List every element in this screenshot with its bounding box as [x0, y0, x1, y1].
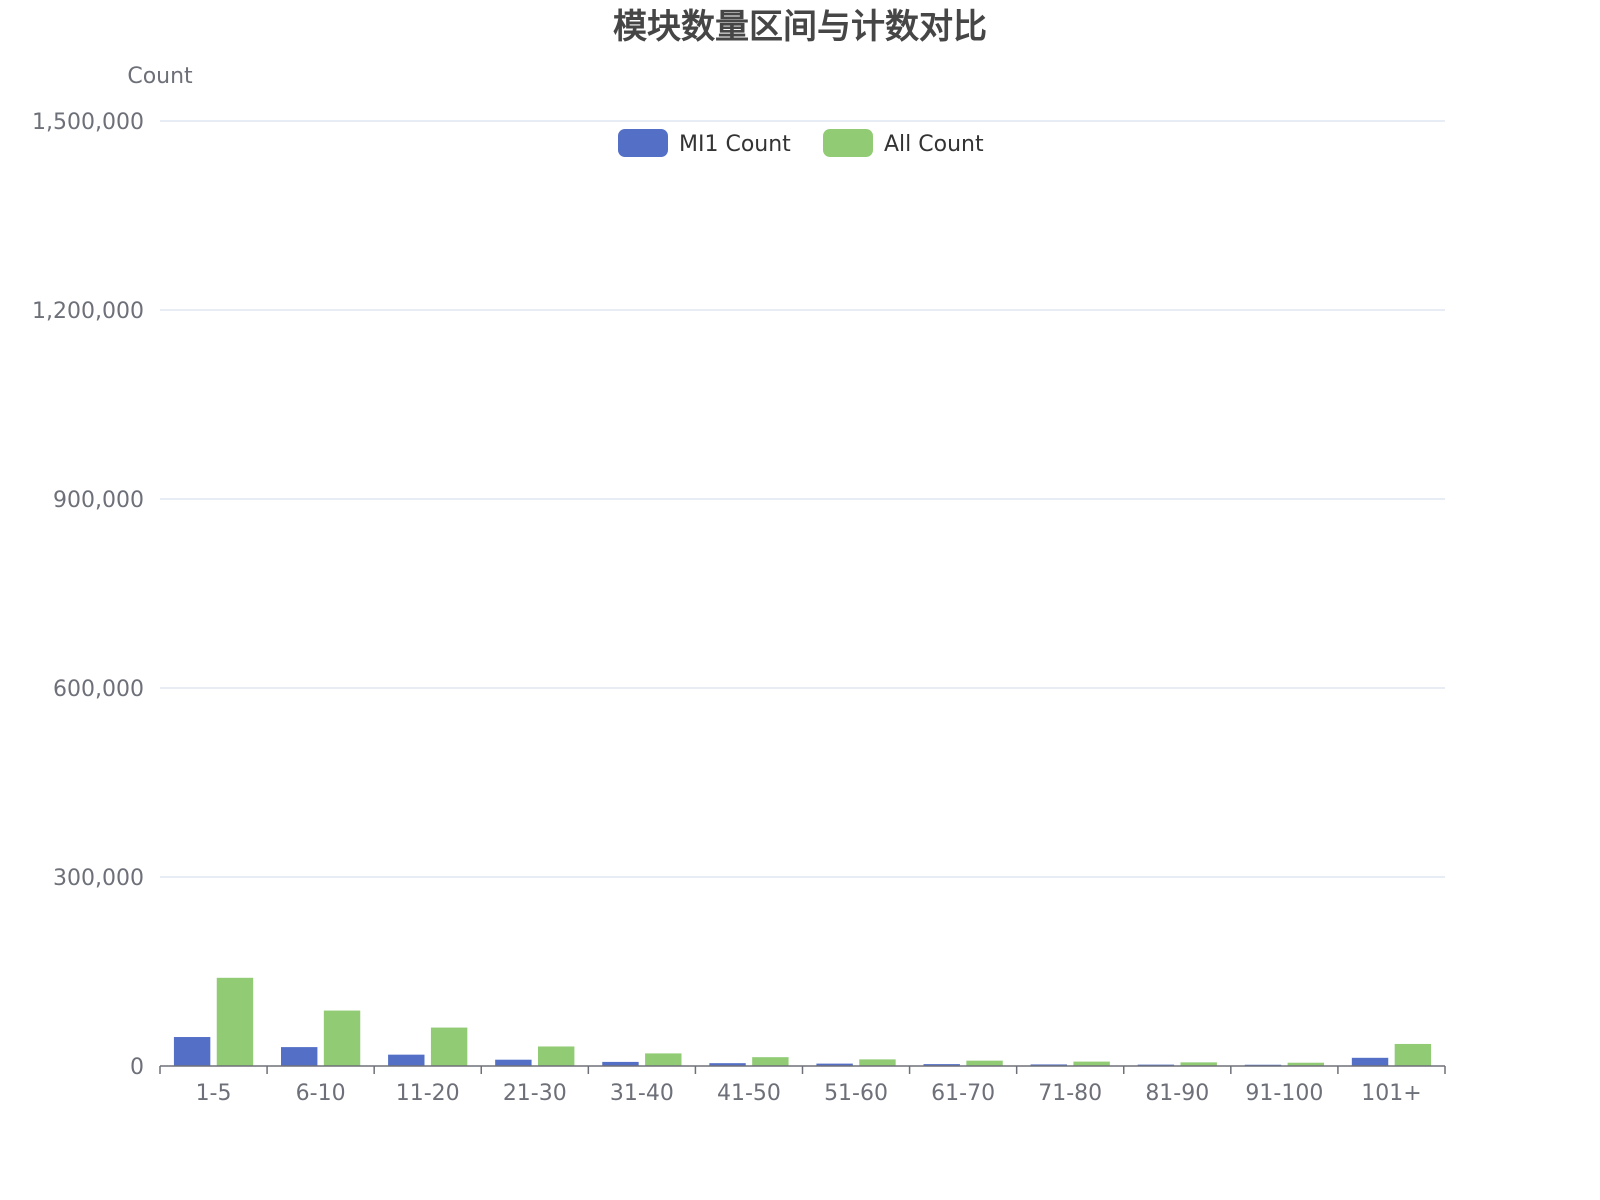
x-tick-label: 81-90 [1145, 1081, 1209, 1106]
y-tick-label: 1,500,000 [32, 110, 144, 135]
bar [645, 1053, 682, 1066]
y-tick-label: 300,000 [53, 866, 144, 891]
bar [538, 1046, 575, 1066]
x-tick-label: 51-60 [824, 1081, 888, 1106]
x-tick-label: 31-40 [610, 1081, 674, 1106]
legend-label: All Count [884, 132, 984, 157]
x-tick-label: 41-50 [717, 1081, 781, 1106]
bar [1180, 1062, 1217, 1066]
bar [752, 1057, 789, 1066]
bar [173, 1037, 211, 1066]
legend-swatch [823, 129, 873, 157]
bars [173, 977, 1432, 1066]
legend-swatch [618, 129, 668, 157]
x-tick-label: 61-70 [931, 1081, 995, 1106]
bar [923, 1064, 960, 1066]
grid-lines [160, 120, 1445, 878]
x-tick-label: 11-20 [396, 1081, 460, 1106]
y-tick-label: 0 [130, 1055, 144, 1080]
bar [1030, 1064, 1067, 1066]
y-tick-label: 1,200,000 [32, 299, 144, 324]
bar [495, 1059, 532, 1066]
bar [1394, 1043, 1432, 1066]
x-tick-label: 91-100 [1245, 1081, 1323, 1106]
bar [388, 1054, 425, 1066]
bar [709, 1063, 746, 1066]
bar [859, 1059, 896, 1066]
y-axis-label: Count [127, 64, 193, 89]
bar [602, 1061, 639, 1066]
y-tick-label: 900,000 [53, 488, 144, 513]
legend-label: MI1 Count [679, 132, 791, 157]
bar [816, 1063, 853, 1066]
bar [1073, 1061, 1110, 1066]
legend[interactable]: MI1 Count All Count [618, 129, 984, 157]
bar [216, 977, 254, 1066]
bar [323, 1010, 361, 1066]
x-axis: 1-5 6-10 11-20 21-30 31-40 41-50 51-60 61-70 71-… [159, 1065, 1446, 1106]
bar [430, 1027, 468, 1066]
bar [1287, 1062, 1324, 1066]
x-tick-label: 1-5 [196, 1081, 232, 1106]
x-tick-label: 21-30 [503, 1081, 567, 1106]
y-axis-ticks: 0 300,000 600,000 900,000 1,200,000 1,500,000 [32, 110, 144, 1080]
x-tick-label: 101+ [1361, 1081, 1421, 1106]
bar [281, 1047, 318, 1066]
x-tick-label: 6-10 [296, 1081, 346, 1106]
chart-title: 模块数量区间与计数对比 [613, 7, 987, 47]
bar [1351, 1057, 1389, 1066]
bar [966, 1060, 1003, 1066]
x-tick-label: 71-80 [1038, 1081, 1102, 1106]
y-tick-label: 600,000 [53, 677, 144, 702]
